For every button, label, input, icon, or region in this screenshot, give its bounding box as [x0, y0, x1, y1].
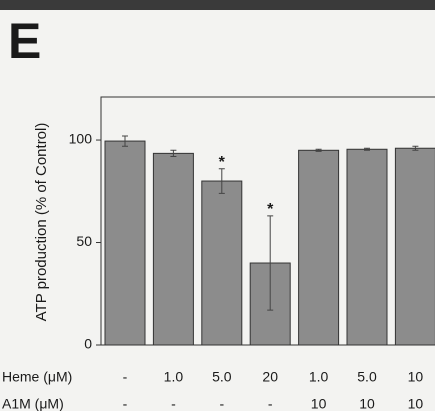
x-tick-label: 1.0: [309, 369, 329, 385]
x-tick-label: 10: [311, 396, 327, 411]
x-tick-label: -: [171, 396, 176, 411]
x-tick-label: -: [123, 369, 128, 385]
bar: [202, 181, 242, 345]
y-tick-label: 50: [76, 233, 92, 249]
x-tick-label: 10: [408, 396, 424, 411]
x-tick-label: -: [268, 396, 273, 411]
row-label: Heme (μM): [2, 369, 72, 385]
bar: [105, 141, 145, 345]
x-tick-label: 5.0: [212, 369, 232, 385]
x-tick-label: 5.0: [357, 369, 377, 385]
panel-label: E: [8, 13, 41, 69]
bar: [299, 150, 339, 345]
y-tick-label: 100: [69, 131, 93, 147]
bar: [395, 148, 435, 345]
row-label: A1M (μM): [2, 396, 64, 411]
significance-mark: *: [219, 154, 226, 171]
bar: [153, 153, 193, 345]
x-tick-label: 1.0: [164, 369, 184, 385]
x-tick-label: -: [123, 396, 128, 411]
y-axis-label: ATP production (% of Control): [33, 123, 50, 322]
bar: [347, 149, 387, 345]
chart: E ATP production (% of Control) 0 50 100 * *…: [0, 0, 435, 411]
y-tick-label: 0: [84, 336, 92, 352]
x-tick-label: 10: [408, 369, 424, 385]
significance-mark: *: [267, 201, 274, 218]
x-tick-label: -: [219, 396, 224, 411]
image-strip: [0, 0, 435, 10]
x-tick-label: 20: [262, 369, 278, 385]
x-tick-label: 10: [359, 396, 375, 411]
